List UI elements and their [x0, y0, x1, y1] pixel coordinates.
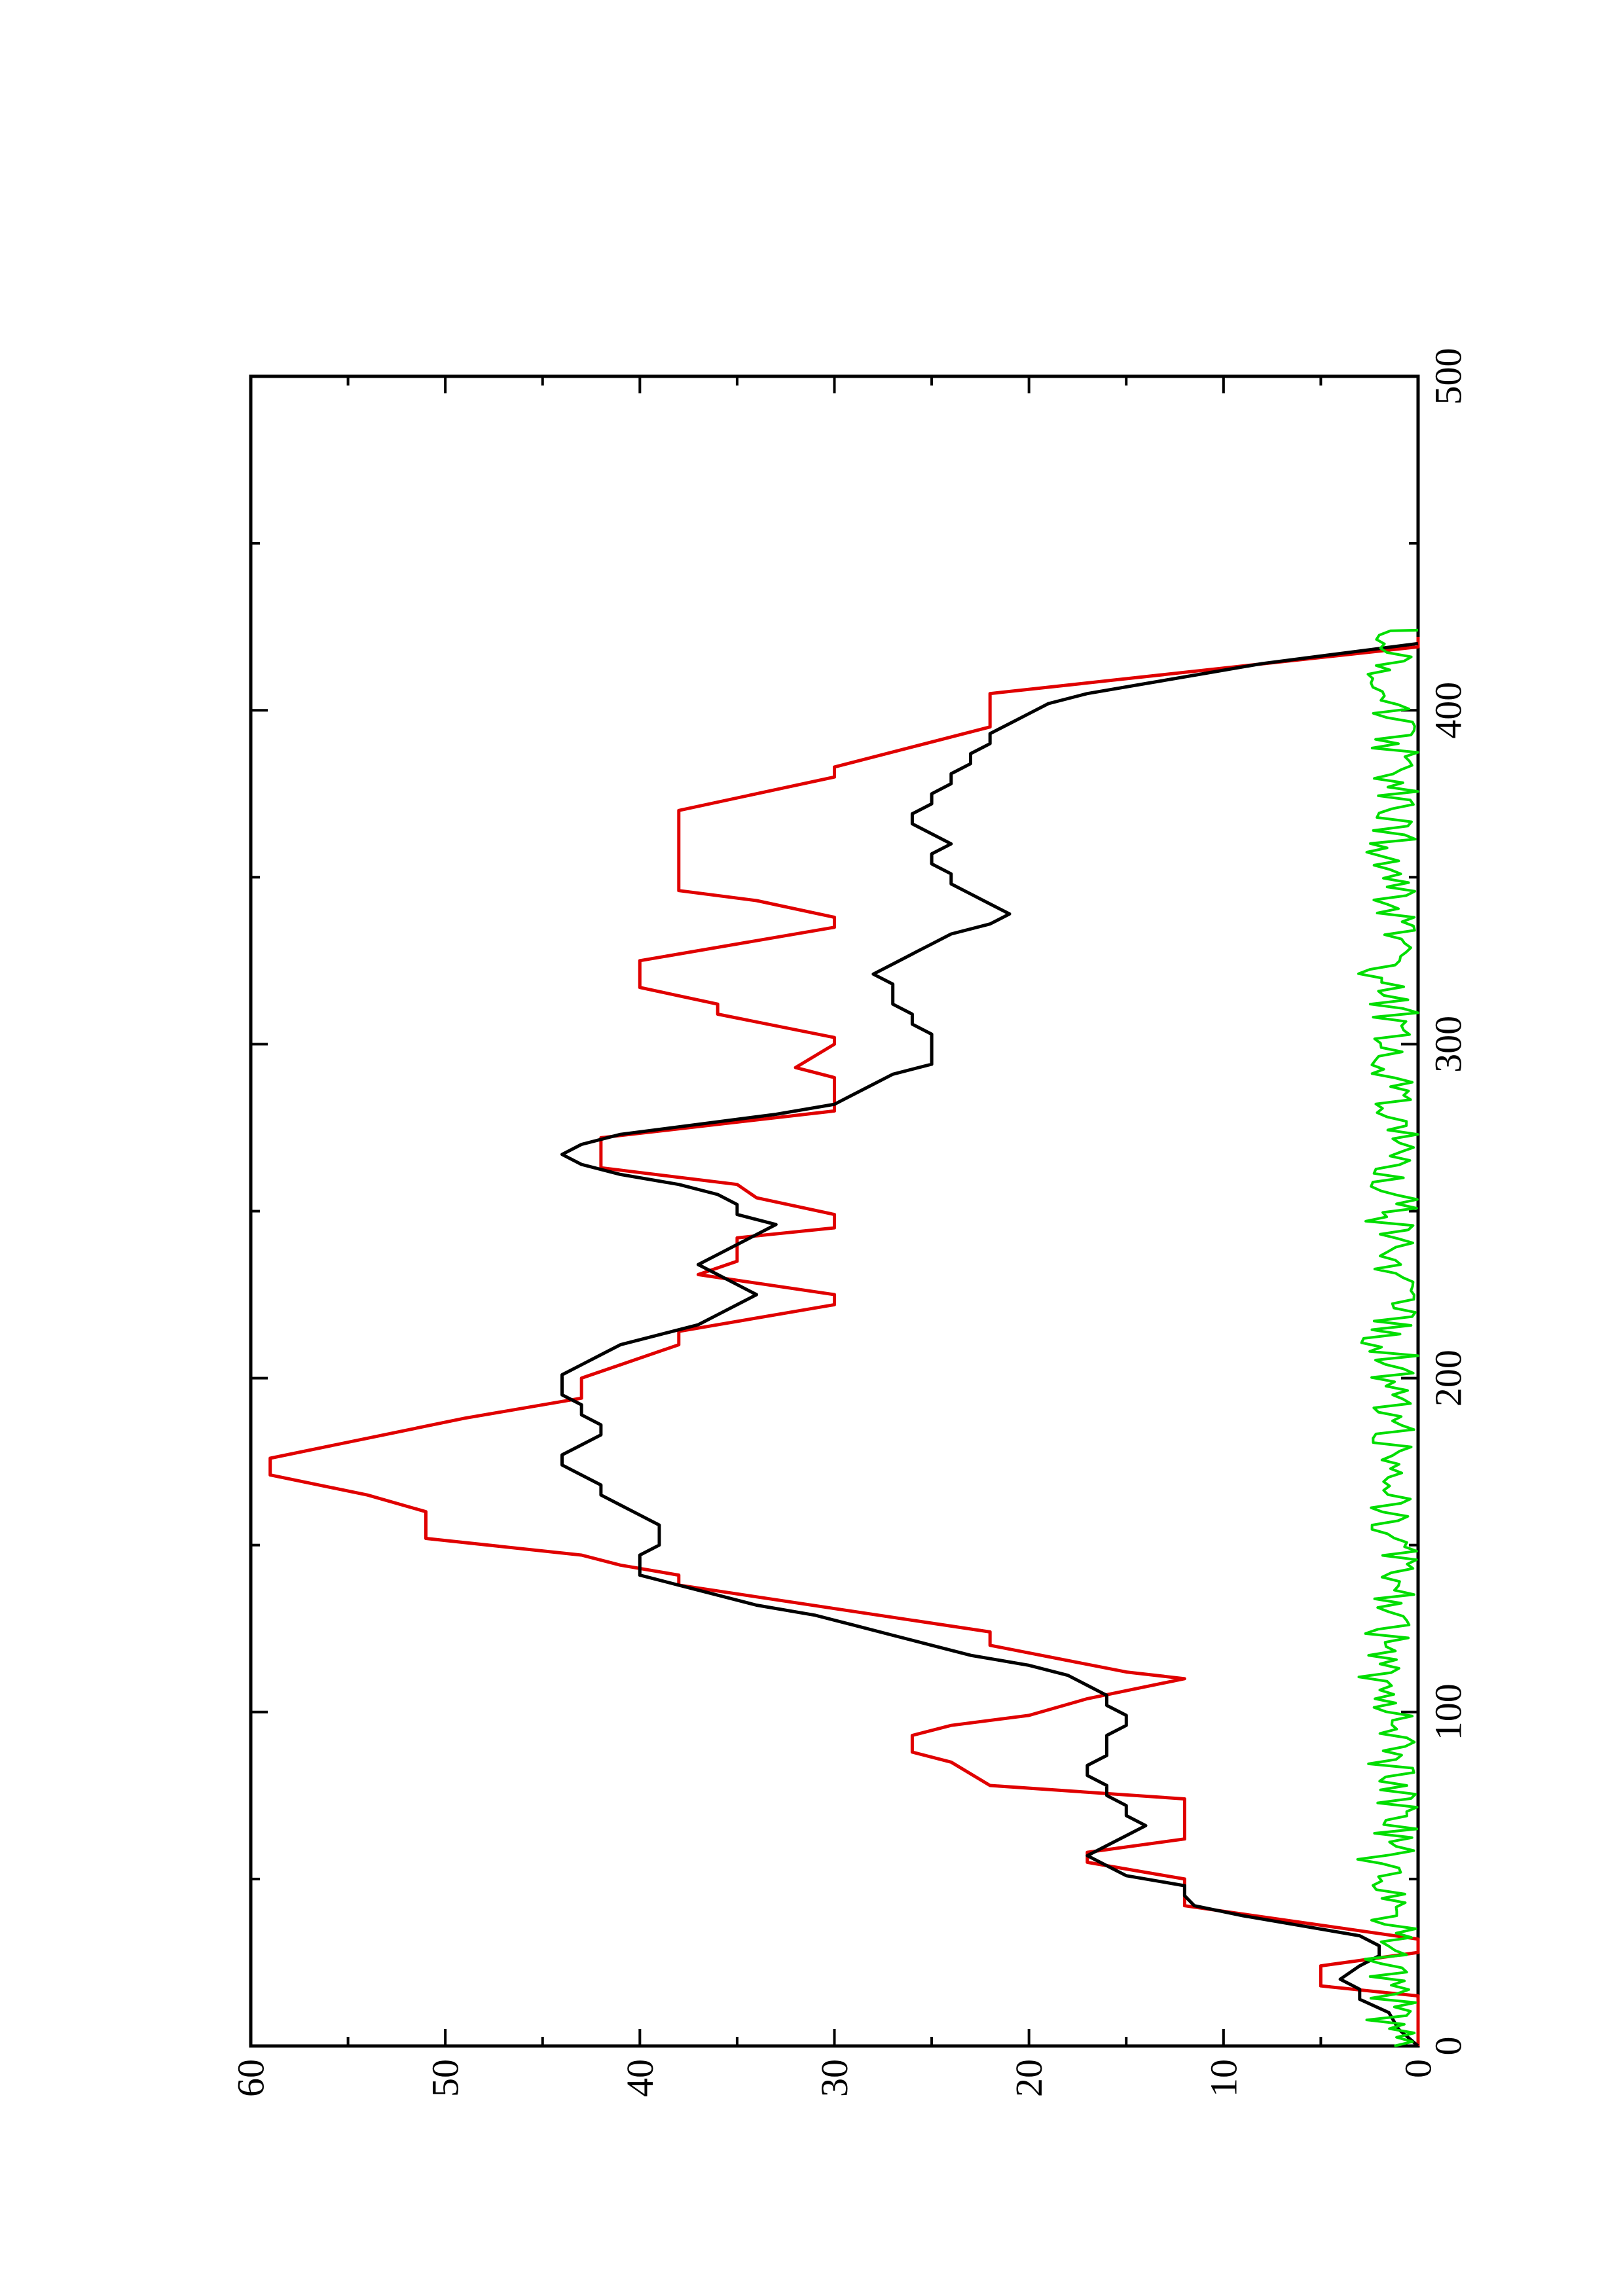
axis-ticks — [249, 375, 1419, 2047]
y-tick-label: 60 — [230, 2059, 272, 2097]
y-tick-label: 20 — [1008, 2059, 1050, 2097]
x-tick-label: 200 — [1427, 1350, 1470, 1407]
x-tick-label: 500 — [1427, 348, 1470, 405]
x-tick-label: 100 — [1427, 1683, 1470, 1740]
plot-frame — [249, 374, 1420, 2048]
tick-labels: 0 100 200 300 400 500 0 10 20 30 40 50 60 — [230, 348, 1470, 2098]
y-tick-label: 10 — [1202, 2059, 1245, 2097]
y-tick-label: 0 — [1397, 2059, 1440, 2078]
x-tick-label: 400 — [1427, 682, 1470, 739]
y-tick-label: 30 — [813, 2059, 856, 2097]
x-tick-label: 0 — [1427, 2037, 1470, 2056]
series-layer — [268, 628, 1420, 2047]
x-tick-label: 300 — [1427, 1016, 1470, 1073]
series-line-3 — [1356, 628, 1419, 2047]
y-tick-label: 50 — [424, 2059, 467, 2097]
y-tick-label: 40 — [619, 2059, 661, 2097]
series-line-2 — [560, 641, 1419, 2047]
series-line-1 — [268, 637, 1420, 2046]
